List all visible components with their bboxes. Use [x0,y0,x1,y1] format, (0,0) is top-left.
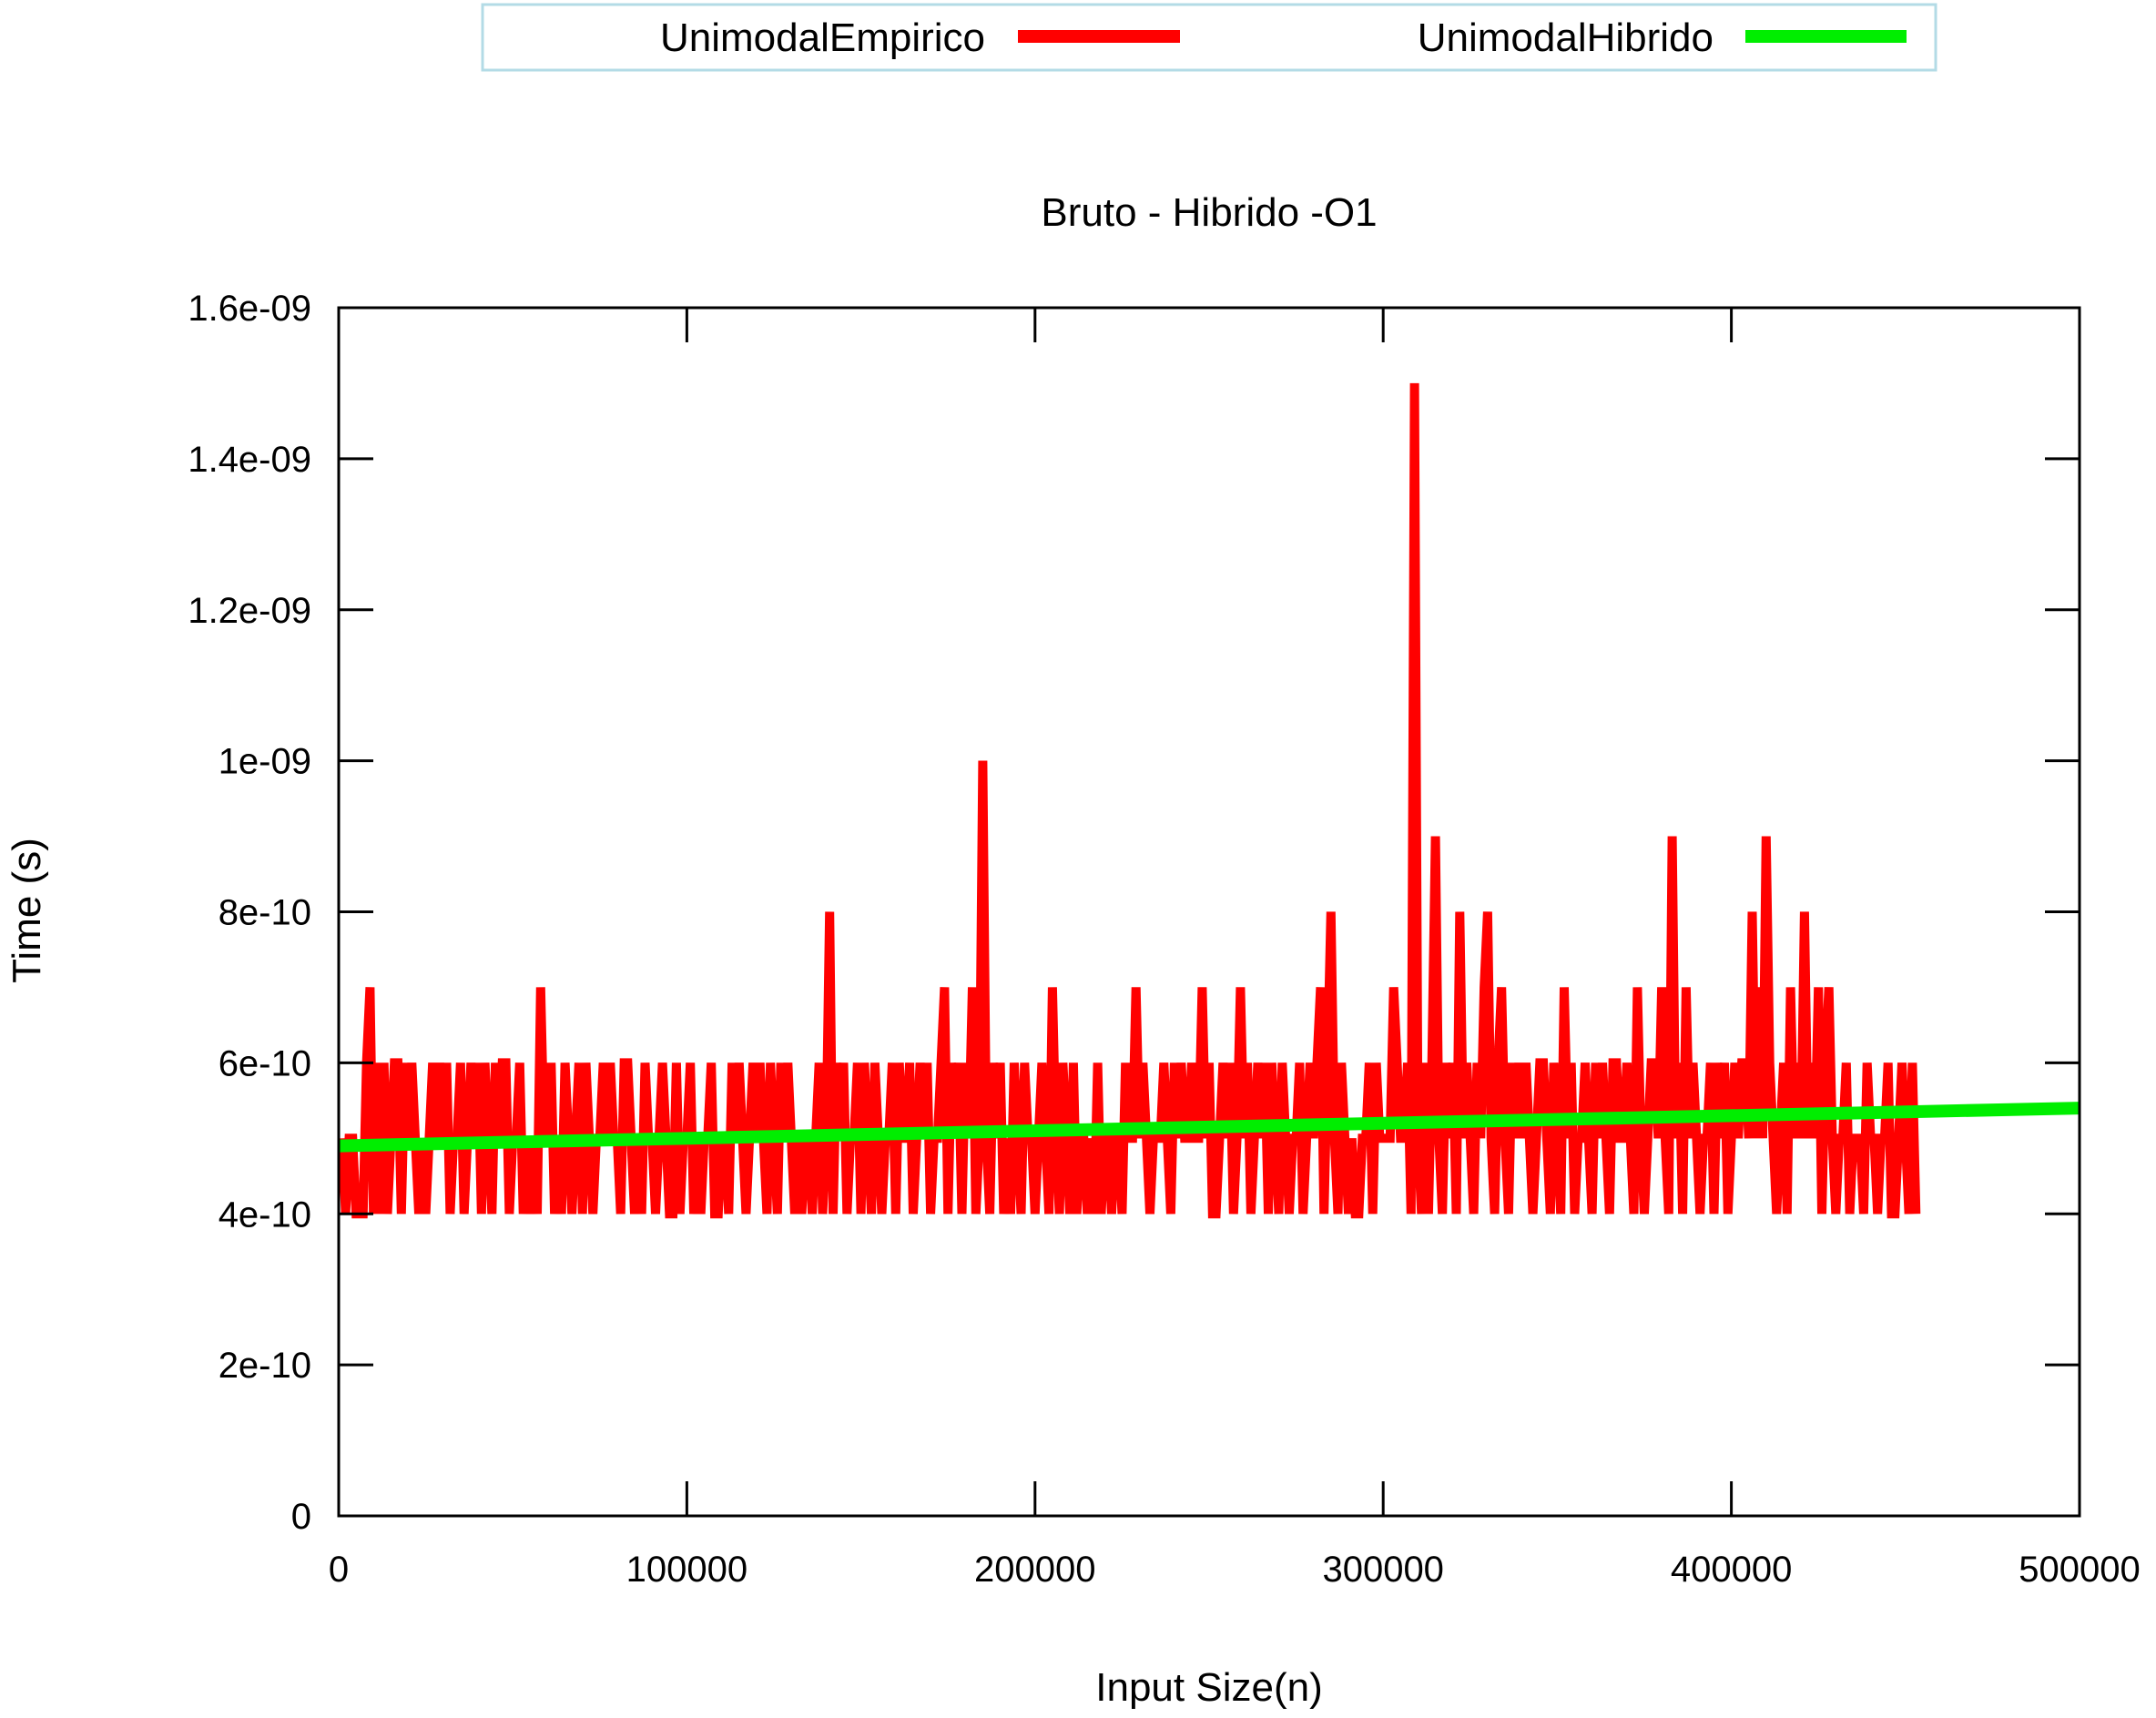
legend: UnimodalEmpirico UnimodalHibrido [481,3,1937,72]
x-tick-label: 500000 [2019,1550,2140,1590]
x-tick-label: 300000 [1322,1550,1443,1590]
y-tick-label: 6e-10 [219,1043,311,1083]
y-tick-label: 4e-10 [219,1194,311,1235]
x-axis-label: Input Size(n) [1095,1665,1322,1710]
y-tick-label: 2e-10 [219,1346,311,1386]
y-tick-label: 1.2e-09 [188,591,311,631]
tick-layer: 0 100000 200000 300000 400000 500000 0 2e-10 4e-… [188,289,2140,1590]
x-tick-label: 0 [329,1550,349,1590]
x-tick-label: 200000 [974,1550,1095,1590]
legend-label-hibrido: UnimodalHibrido [1418,15,1714,60]
plot-frame [337,306,2081,1518]
y-tick-label: 0 [291,1497,311,1537]
chart-title: Bruto - Hibrido -O1 [1041,190,1377,235]
series-layer [337,382,2080,1219]
series-line-unimodalhibrido [338,1102,2080,1153]
legend-box [481,3,1937,72]
x-tick-label: 100000 [626,1550,747,1590]
legend-label-empirico: UnimodalEmpirico [660,15,985,60]
y-tick-label: 1e-09 [219,742,311,782]
x-tick-label: 400000 [1671,1550,1792,1590]
y-axis-label: Time (s) [5,838,49,983]
series-line-unimodalempirico [337,382,1921,1219]
y-tick-label: 1.4e-09 [188,440,311,480]
y-tick-label: 1.6e-09 [188,289,311,329]
y-tick-label: 8e-10 [219,893,311,933]
